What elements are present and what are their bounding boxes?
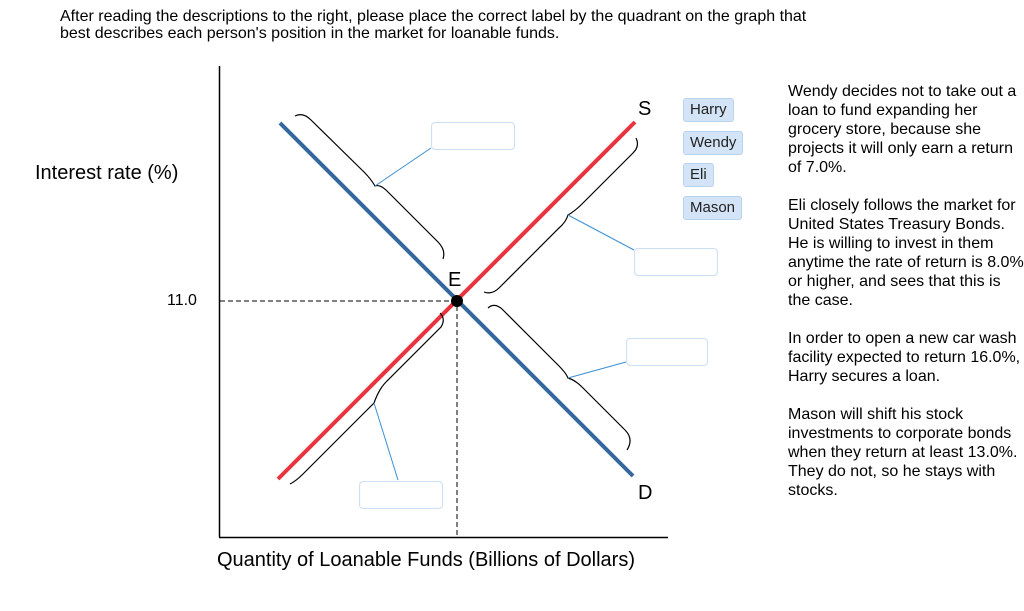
label-chip-wendy[interactable]: Wendy: [683, 131, 744, 155]
x-axis-label: Quantity of Loanable Funds (Billions of …: [217, 549, 635, 571]
bracket-upper-right: [483, 137, 639, 294]
bracket-lower-right: [487, 304, 631, 451]
description-eli: Eli closely follows the market for Unite…: [788, 197, 1024, 309]
equilibrium-point: [451, 295, 463, 307]
drop-box-upper-left[interactable]: [431, 122, 515, 150]
label-chip-eli[interactable]: Eli: [683, 163, 714, 187]
leader-line-upper-left: [374, 147, 432, 187]
instructions: After reading the descriptions to the ri…: [60, 8, 960, 42]
description-mason: Mason will shift his stock investments t…: [788, 406, 1018, 499]
leader-line-lower-right: [567, 361, 627, 379]
demand-label: D: [638, 482, 652, 504]
loanable-funds-graph: S D E: [218, 66, 668, 539]
drop-box-lower-right[interactable]: [626, 338, 708, 366]
instructions-line-1: After reading the descriptions to the ri…: [60, 8, 807, 25]
equilibrium-label: E: [448, 269, 461, 291]
label-chip-harry[interactable]: Harry: [683, 98, 734, 122]
equilibrium-rate-tick: 11.0: [167, 292, 197, 309]
description-wendy: Wendy decides not to take out a loan to …: [788, 83, 1017, 176]
description-harry: In order to open a new car wash facility…: [788, 330, 1021, 385]
drop-box-upper-right[interactable]: [634, 248, 718, 276]
drop-box-lower-left[interactable]: [359, 481, 443, 509]
leader-line-upper-right: [567, 214, 635, 251]
leader-line-lower-left: [373, 402, 399, 481]
descriptions-panel: Wendy decides not to take out a loan to …: [788, 82, 1024, 519]
supply-label: S: [638, 98, 651, 120]
label-chip-mason[interactable]: Mason: [683, 196, 743, 220]
bracket-upper-left: [294, 114, 445, 260]
y-axis-label: Interest rate (%): [35, 162, 179, 184]
instructions-line-2: best describes each person's position in…: [60, 25, 560, 42]
